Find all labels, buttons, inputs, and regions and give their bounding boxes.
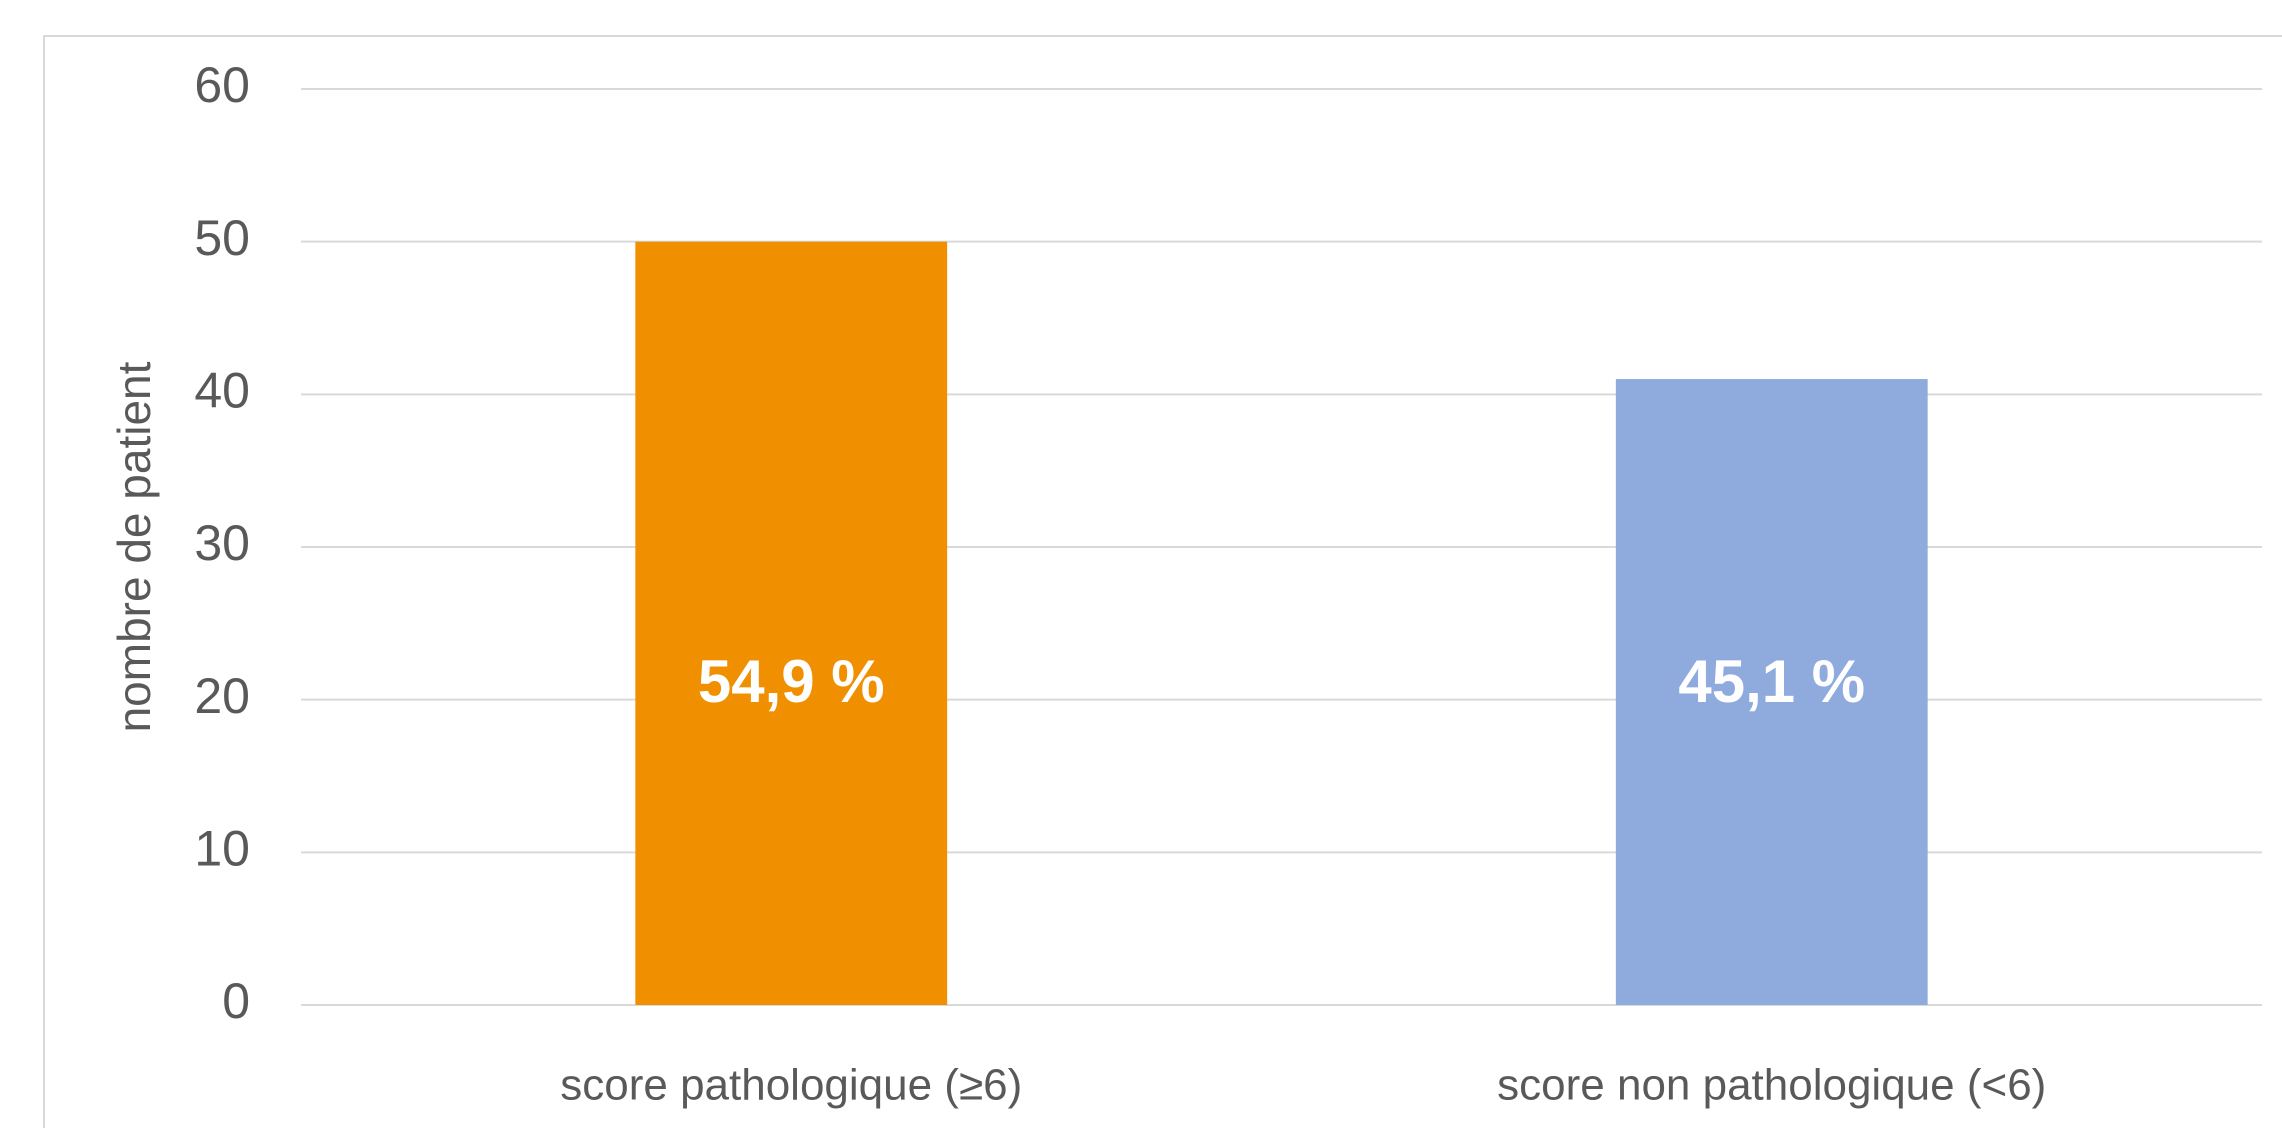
chart-frame: [43, 35, 2282, 1128]
bar: [635, 241, 948, 1005]
y-axis-label: nombre de patient: [108, 361, 160, 732]
y-tick-label: 20: [194, 668, 250, 724]
x-tick-label: score non pathologique (<6): [1497, 1061, 2046, 1110]
y-tick-label: 60: [194, 57, 250, 113]
value-label: 54,9 %: [698, 648, 885, 715]
value-label: 45,1 %: [1678, 648, 1865, 715]
y-tick-label: 50: [194, 210, 250, 266]
y-tick-label: 0: [222, 973, 250, 1029]
y-tick-label: 40: [194, 363, 250, 419]
x-tick-label: score pathologique (≥6): [560, 1061, 1022, 1110]
bar: [1615, 379, 1928, 1006]
y-tick-label: 30: [194, 515, 250, 571]
y-tick-label: 10: [194, 821, 250, 877]
